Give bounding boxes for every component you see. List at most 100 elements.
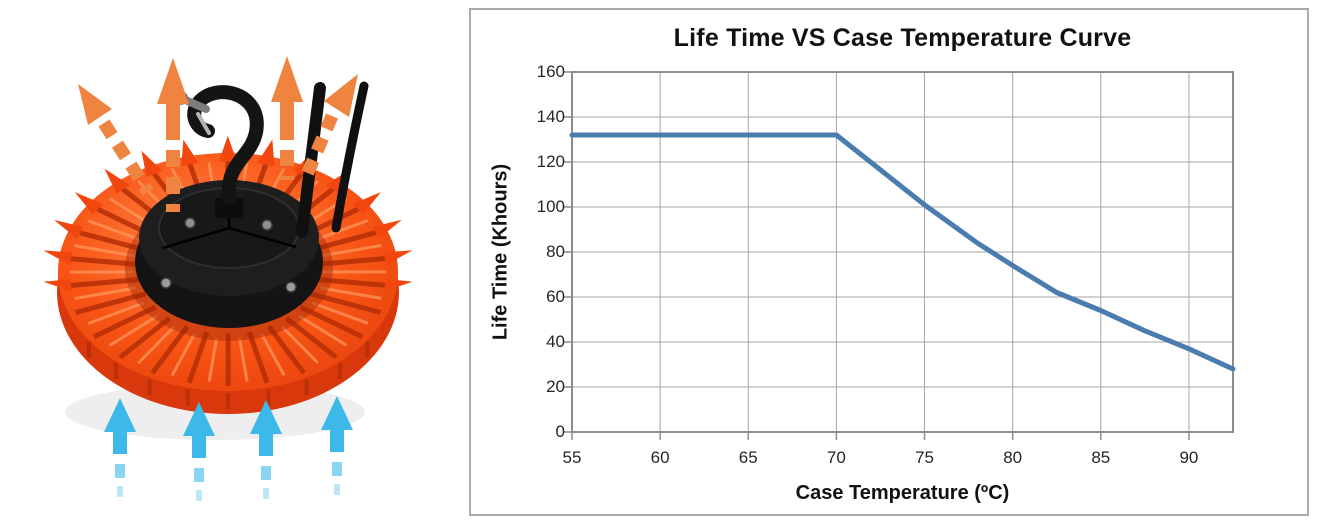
fin-highlight — [319, 243, 382, 258]
fin-highlight — [311, 219, 369, 243]
chart-title: Life Time VS Case Temperature Curve — [673, 24, 1132, 52]
rim-spike — [104, 168, 130, 194]
product-image — [0, 0, 460, 524]
x-tick-label: 85 — [1091, 448, 1111, 467]
y-tick-label: 40 — [546, 332, 565, 351]
rim-spike — [352, 191, 381, 215]
heat-arrow-icon — [324, 74, 358, 117]
bolt — [184, 217, 196, 229]
cool-air-arrow-dash — [332, 462, 342, 476]
cool-air-arrow-dash — [261, 466, 271, 480]
x-tick-label: 65 — [738, 448, 758, 467]
fin-line — [74, 291, 147, 315]
cool-air-arrow-dash — [117, 486, 123, 497]
hook-screw-tip — [196, 112, 211, 135]
heat-arrows — [78, 56, 358, 212]
fin-highlight — [320, 286, 382, 300]
rim-spike — [74, 192, 104, 215]
fin-line — [284, 316, 338, 360]
heat-arrow-stem — [166, 100, 180, 140]
y-tick-label: 0 — [555, 422, 565, 441]
rim-spike — [181, 139, 199, 167]
fin-line — [150, 325, 190, 375]
cool-air-arrow-dash — [263, 488, 269, 499]
bolt — [261, 219, 273, 231]
cable — [331, 81, 369, 233]
y-tick-label: 80 — [546, 242, 565, 261]
housing-seam — [162, 226, 230, 250]
plot-border — [571, 71, 1234, 433]
fin-highlight — [87, 219, 145, 243]
fin-line — [186, 330, 210, 384]
x-tick-label: 55 — [562, 448, 582, 467]
fin-line — [65, 255, 141, 268]
rim-spike — [218, 135, 237, 162]
cool-air-arrow-dash — [196, 490, 202, 501]
rim-spike — [372, 219, 402, 239]
driver-housing — [125, 180, 333, 341]
fin-line — [309, 229, 382, 253]
y-tick-label: 160 — [536, 62, 565, 81]
hook-collar — [215, 196, 243, 218]
housing-seam — [228, 226, 297, 249]
cool-air-arrow-icon — [104, 398, 136, 432]
cool-air-arrow-stem — [192, 432, 206, 458]
fin-highlight — [137, 325, 176, 365]
cool-air-arrow-stem — [330, 426, 344, 452]
y-tick-label: 120 — [536, 152, 565, 171]
x-tick-label: 60 — [650, 448, 670, 467]
fin-highlight — [311, 301, 369, 325]
chart-panel: Life Time VS Case Temperature Curve Life… — [469, 8, 1309, 516]
product-illustration-svg — [43, 56, 413, 501]
cool-air-arrow-icon — [250, 400, 282, 434]
y-tick-label: 60 — [546, 287, 565, 306]
cool-air-arrow-icon — [183, 402, 215, 436]
fin-highlight — [280, 325, 319, 365]
cool-air-arrow-dash — [194, 468, 204, 482]
y-tick-label: 100 — [536, 197, 565, 216]
rim-spike — [383, 250, 413, 265]
bolt — [285, 281, 297, 293]
cool-air-arrow-dash — [115, 464, 125, 478]
fin-line — [299, 304, 364, 339]
rim-spike — [43, 250, 73, 266]
fin-line — [74, 229, 147, 253]
heat-arrow-dashes — [300, 113, 338, 180]
fin-line — [118, 316, 172, 360]
x-tick-label: 90 — [1179, 448, 1199, 467]
cool-air-arrows — [104, 396, 353, 501]
lifetime-curve — [569, 132, 1236, 372]
heat-arrow-dashes — [98, 119, 154, 196]
plot-area — [564, 71, 1236, 440]
heat-arrow-icon — [157, 58, 189, 104]
fin-highlight — [87, 301, 145, 325]
cool-air-arrow-dash — [334, 484, 340, 495]
heat-arrow-stem — [280, 98, 294, 140]
rim-spike — [256, 139, 275, 167]
fin-line — [65, 276, 141, 289]
y-tick-label: 20 — [546, 377, 565, 396]
x-tick-label: 75 — [915, 448, 934, 467]
fin-highlight — [74, 286, 137, 301]
rim-spike — [141, 150, 163, 178]
fin-highlight — [238, 337, 249, 383]
cool-air-arrow-icon — [321, 396, 353, 430]
y-tick-label: 140 — [536, 107, 565, 126]
heat-arrow-icon — [78, 84, 112, 125]
rim-spike — [383, 278, 413, 292]
fin-line — [266, 325, 306, 375]
heat-arrow-icon — [271, 56, 303, 102]
fin-highlight — [298, 314, 348, 347]
fin-line — [309, 291, 382, 315]
rim-spike — [43, 279, 73, 292]
fin-highlight — [109, 314, 158, 347]
mounting-hook-icon — [174, 85, 264, 218]
fin-line — [92, 304, 157, 340]
x-tick-label: 70 — [826, 448, 846, 467]
fin-highlight — [170, 333, 196, 377]
x-tick-label: 80 — [1003, 448, 1023, 467]
x-axis-title: Case Temperature (ºC) — [795, 482, 1010, 504]
fin-highlight — [207, 337, 219, 383]
cool-air-arrow-stem — [113, 428, 127, 454]
